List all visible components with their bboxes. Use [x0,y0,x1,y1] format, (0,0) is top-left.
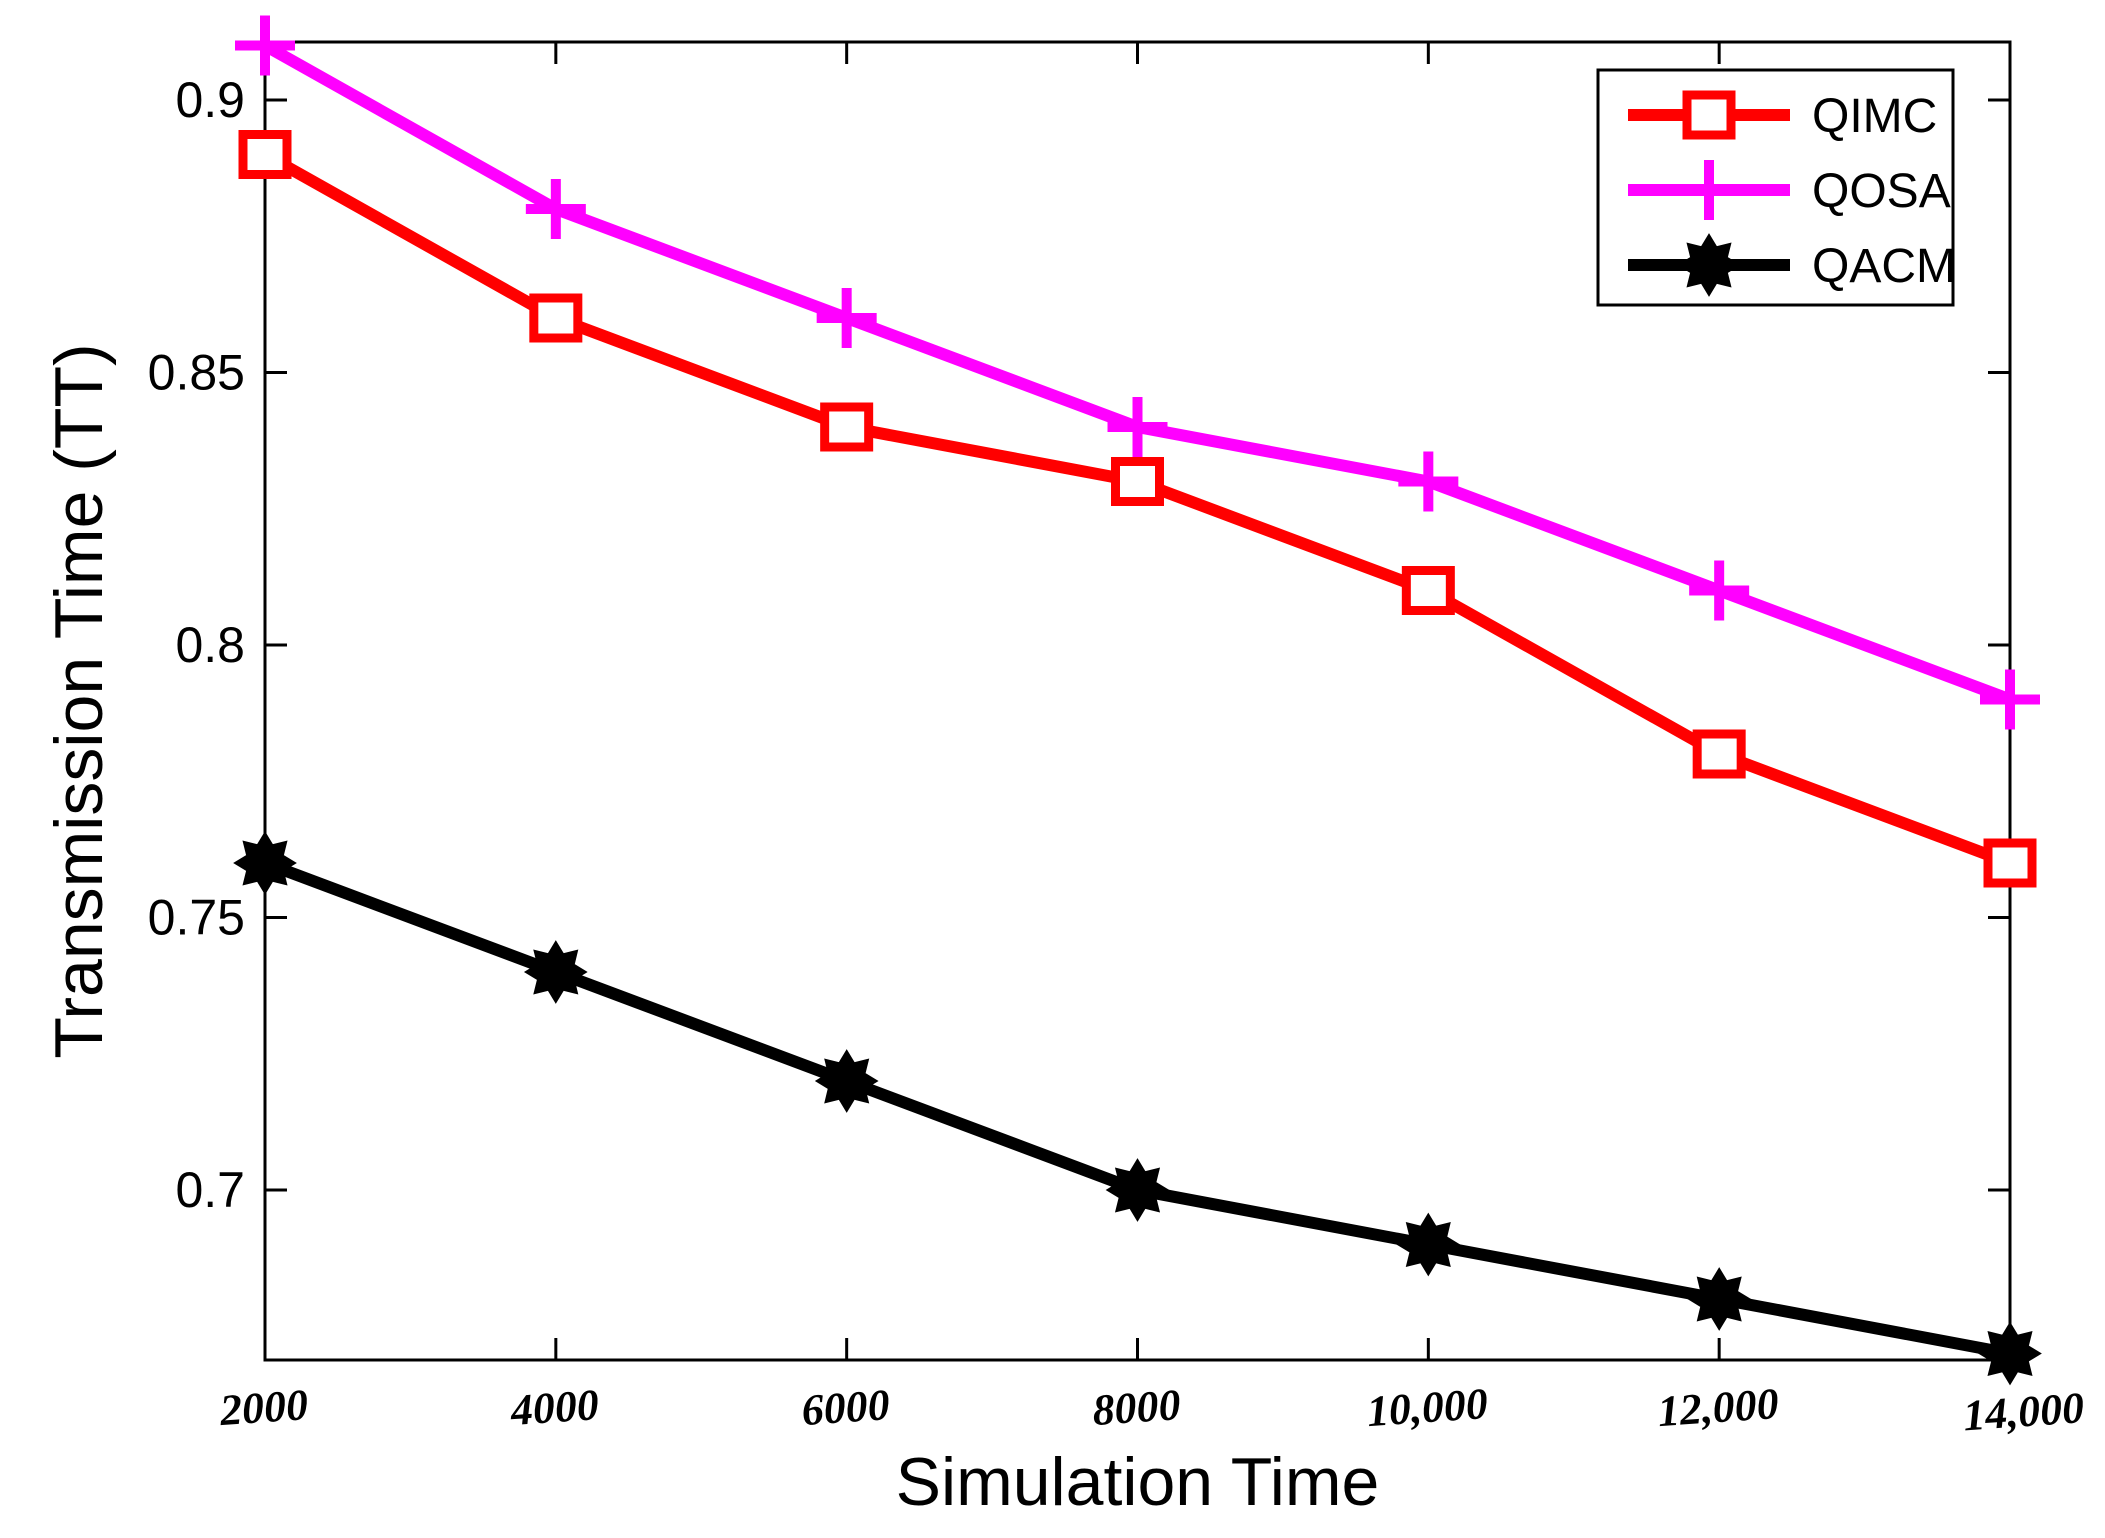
legend-label-qimc: QIMC [1812,90,1937,143]
data-point-qosa [1398,451,1459,512]
legend-marker-qosa [1679,160,1739,220]
y-tick-label: 0.85 [148,345,245,401]
data-point-qimc [529,293,583,343]
data-point-qacm [523,940,588,1004]
y-tick-label: 0.9 [175,72,245,128]
x-axis-ticks: 2000 4000 6000 8000 10,000 12,000 14,000 [217,42,2086,1440]
legend: QIMC QOSA QACM [1596,68,1956,307]
data-point-qosa [1689,560,1750,621]
data-point-qimc [820,402,874,452]
y-axis-label: Transmission Time (TT) [41,343,117,1058]
data-point-qacm [233,831,297,895]
series-qosa [235,15,2040,730]
x-tick-label: 10,000 [1365,1379,1489,1436]
legend-label-qacm: QACM [1812,240,1956,293]
x-tick-label: 2000 [217,1380,309,1435]
x-tick-label: 4000 [508,1380,600,1435]
legend-marker-qacm [1677,233,1741,297]
y-tick-label: 0.8 [175,617,245,673]
x-axis-label: Simulation Time [896,1444,1380,1520]
y-tick-label: 0.7 [175,1162,245,1218]
data-point-qosa [235,15,295,76]
data-point-qimc [1111,457,1164,506]
data-point-qimc [1401,566,1455,615]
data-point-qacm [1105,1158,1170,1222]
data-point-qacm [814,1049,879,1113]
data-point-qosa [816,288,877,348]
x-tick-label: 8000 [1091,1380,1182,1435]
legend-marker-qimc [1682,90,1736,140]
x-tick-label: 6000 [800,1380,891,1435]
y-tick-label: 0.75 [148,890,245,946]
data-point-qosa [525,179,586,239]
x-tick-label: 12,000 [1656,1379,1780,1436]
data-point-qacm [1687,1267,1752,1331]
legend-label-qosa: QOSA [1812,165,1951,218]
data-point-qosa [1980,669,2040,730]
data-point-qimc [1692,729,1746,779]
data-point-qacm [1978,1321,2042,1386]
series-qimc [238,130,2037,888]
data-point-qacm [1396,1212,1461,1277]
data-point-qimc [238,130,292,179]
series-layer [233,15,2042,1386]
data-point-qimc [1983,838,2037,888]
data-point-qosa [1107,397,1168,457]
x-tick-label: 14,000 [1962,1383,2086,1440]
y-axis-ticks: 0.7 0.75 0.8 0.85 0.9 [148,72,2010,1218]
series-qacm [233,831,2042,1386]
